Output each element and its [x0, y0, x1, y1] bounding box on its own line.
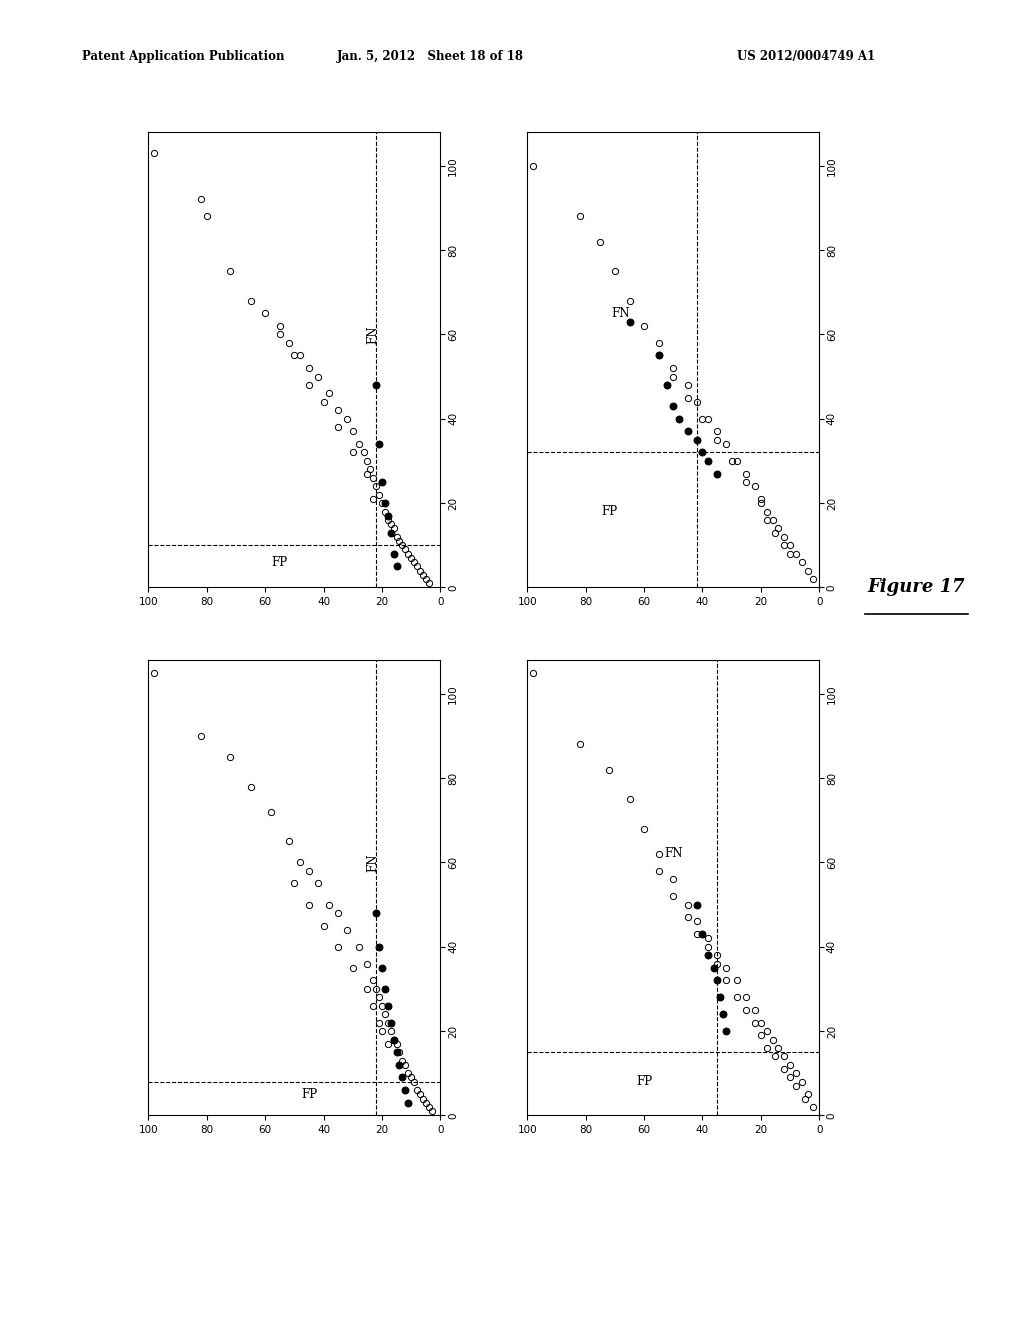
Text: FP: FP — [601, 506, 617, 517]
Text: FN: FN — [611, 306, 630, 319]
Text: FN: FN — [664, 847, 683, 861]
Text: US 2012/0004749 A1: US 2012/0004749 A1 — [737, 50, 876, 63]
Text: Patent Application Publication: Patent Application Publication — [82, 50, 285, 63]
Text: FP: FP — [271, 556, 288, 569]
Text: FN: FN — [367, 853, 380, 871]
Text: FP: FP — [301, 1088, 317, 1101]
Text: Jan. 5, 2012   Sheet 18 of 18: Jan. 5, 2012 Sheet 18 of 18 — [337, 50, 523, 63]
Text: FP: FP — [636, 1076, 652, 1088]
Text: FN: FN — [367, 325, 380, 343]
Text: Figure 17: Figure 17 — [867, 578, 966, 597]
